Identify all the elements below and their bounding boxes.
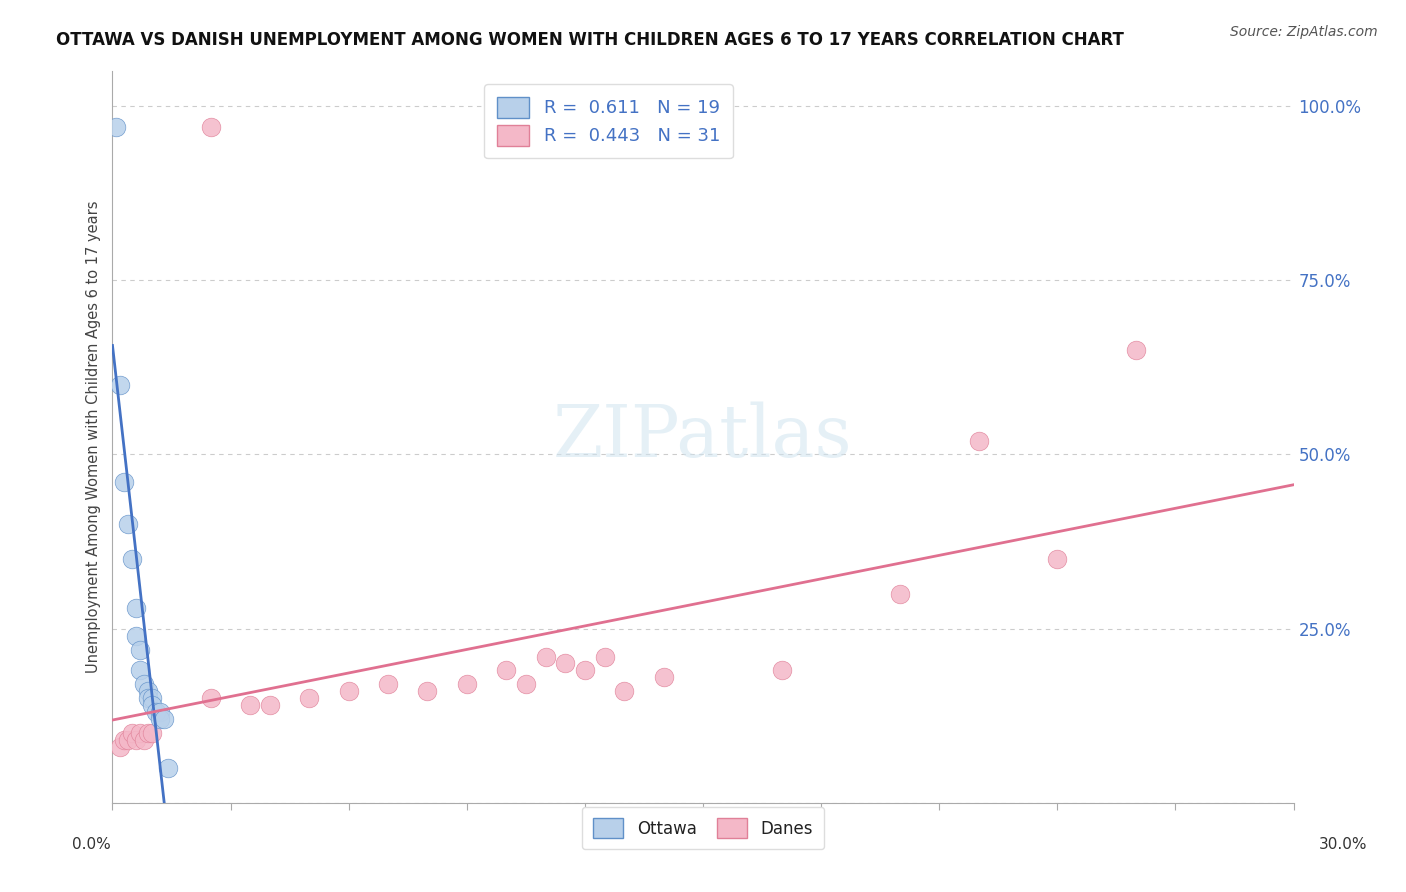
Point [129,664,152,678]
Point [554,657,576,671]
Point [416,684,439,698]
Point [156,761,179,775]
Point [141,691,163,706]
Point [377,677,399,691]
Point [136,684,159,698]
Point [534,649,557,664]
Point [149,712,172,726]
Point [121,726,143,740]
Point [149,705,172,719]
Point [136,726,159,740]
Point [200,691,222,706]
Point [125,629,148,643]
Point [125,600,148,615]
Point [515,677,537,691]
Point [337,684,360,698]
Point [125,733,148,747]
Point [141,726,163,740]
Point [117,517,139,532]
Text: ZIPatlas: ZIPatlas [553,401,853,473]
Point [613,684,636,698]
Point [110,377,132,392]
Point [495,664,517,678]
Point [298,691,321,706]
Point [259,698,281,713]
Point [145,705,167,719]
Point [889,587,911,601]
Point [1046,552,1069,566]
Point [456,677,478,691]
Text: Source: ZipAtlas.com: Source: ZipAtlas.com [1230,25,1378,39]
Point [141,698,163,713]
Point [117,733,139,747]
Text: OTTAWA VS DANISH UNEMPLOYMENT AMONG WOMEN WITH CHILDREN AGES 6 TO 17 YEARS CORRE: OTTAWA VS DANISH UNEMPLOYMENT AMONG WOME… [56,31,1125,49]
Point [967,434,990,448]
Point [593,649,616,664]
Point [239,698,262,713]
Point [110,740,132,755]
Point [1125,343,1147,357]
Point [112,475,135,490]
Legend: Ottawa, Danes: Ottawa, Danes [582,806,824,849]
Point [129,642,152,657]
Point [652,670,675,684]
Point [770,664,793,678]
Point [132,677,155,691]
Point [105,120,128,134]
Point [121,552,143,566]
Text: 30.0%: 30.0% [1319,838,1367,852]
Point [200,120,222,134]
Point [136,691,159,706]
Point [132,733,155,747]
Point [129,726,152,740]
Text: 0.0%: 0.0% [72,838,111,852]
Y-axis label: Unemployment Among Women with Children Ages 6 to 17 years: Unemployment Among Women with Children A… [86,201,101,673]
Point [152,712,174,726]
Point [574,664,596,678]
Point [112,733,135,747]
